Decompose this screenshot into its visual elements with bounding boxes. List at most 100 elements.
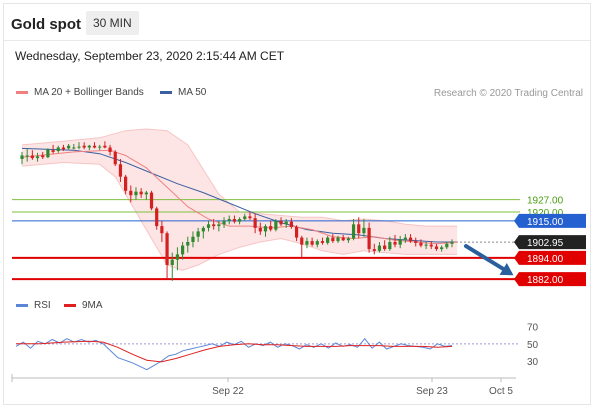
candle-body-23 [139,191,143,195]
legend-rsi-ma-label: 9MA [82,300,103,311]
candle-body-76 [414,241,418,243]
candle-body-75 [408,237,413,242]
candle-body-67 [367,227,371,250]
candle-body-14 [92,145,97,148]
candle-body-30 [175,254,180,260]
legend-ma20: MA 20 + Bollinger Bands [16,87,144,98]
timeframe-badge[interactable]: 30 MIN [86,11,139,35]
candle-body-54 [300,237,304,245]
candle-body-60 [331,237,335,242]
instrument-title: Gold spot [11,16,81,33]
candle-body-27 [160,226,164,234]
candle-body-80 [434,246,439,250]
candle-body-58 [320,241,325,243]
candle-body-62 [341,237,345,241]
candle-body-72 [393,242,397,245]
candle-body-56 [310,241,314,245]
level-tag-5 [514,272,586,287]
candle-body-45 [253,218,257,228]
time-axis: Sep 22 Sep 23 Oct 5 [11,374,516,397]
candle-body-82 [445,243,449,248]
candle-body-41 [232,219,237,222]
time-tick-label-2: Oct 5 [489,386,513,397]
candle-body-9 [67,145,71,149]
candle-body-49 [274,220,278,230]
candle-body-1 [25,155,29,157]
candle-body-39 [222,220,226,225]
candle-body-73 [398,239,402,245]
candle-body-35 [201,227,205,232]
candle-body-53 [294,226,299,238]
candle-body-51 [284,221,288,225]
rsi-swatch-icon [16,304,28,307]
candle-body-50 [279,220,283,225]
level-label-4: 1894.00 [527,254,564,265]
candle-body-24 [144,192,148,195]
candle-body-44 [248,216,252,219]
candle-body-7 [56,147,60,152]
legend-ma20-label: MA 20 + Bollinger Bands [34,87,144,98]
candle-body-21 [129,190,133,196]
rsi-ma-swatch-icon [64,304,76,307]
ma50-line [21,147,458,243]
candle-body-79 [429,244,433,247]
candle-body-65 [357,224,361,234]
legend-rsi: RSI [16,300,51,311]
candle-body-0 [20,155,24,159]
candle-body-16 [103,145,107,148]
candle-body-18 [113,151,117,165]
candle-body-34 [196,231,200,237]
candle-body-83 [450,242,454,244]
candle-body-4 [41,155,45,158]
candle-body-32 [186,242,190,246]
candle-body-46 [258,227,262,232]
candle-body-70 [383,245,387,250]
rsi-tick-label-1: 50 [527,340,539,351]
candle-body-74 [403,237,407,240]
chart-panel [3,3,591,405]
forecast-arrow-head [499,262,514,276]
candle-body-42 [237,219,242,222]
candle-body-52 [289,221,294,227]
time-tick-label-0: Sep 22 [212,386,244,397]
legend-ma50-label: MA 50 [178,87,207,98]
candle-body-55 [305,241,309,245]
level-label-3: 1902.95 [527,238,564,249]
candle-body-13 [87,145,91,148]
candle-body-81 [440,247,444,250]
level-label-5: 1882.00 [527,275,564,286]
candle-body-26 [155,208,159,227]
candle-body-5 [46,149,50,158]
candle-body-63 [346,238,350,241]
ma50-swatch-icon [160,91,172,94]
legend-ma50: MA 50 [160,87,206,98]
candle-body-69 [377,245,382,251]
candle-body-61 [336,237,340,242]
legend-rsi-label: RSI [34,300,51,311]
candle-body-37 [212,224,216,227]
candle-body-43 [243,216,247,220]
chart-datetime: Wednesday, September 23, 2020 2:15:44 AM… [15,49,285,63]
candle-body-48 [269,226,273,230]
level-label-2: 1915.00 [527,217,564,228]
candle-body-59 [326,237,330,243]
rsi-series-1 [16,340,453,363]
candle-body-2 [30,155,34,159]
candle-body-22 [134,191,138,196]
level-tag-2 [514,213,586,228]
bollinger-lower-line [21,161,458,271]
rsi-panel: 70 50 30 [15,323,539,371]
candle-body-12 [82,145,86,148]
candle-body-25 [149,192,154,209]
candle-body-3 [35,156,40,159]
candle-body-38 [217,224,221,227]
candle-body-40 [227,219,231,221]
time-tick-label-1: Sep 23 [416,386,448,397]
candle-body-36 [206,224,211,228]
rsi-tick-label-2: 30 [527,357,539,368]
legend-rsi-ma: 9MA [64,300,103,311]
candle-body-11 [77,146,81,148]
level-label-0: 1927.00 [527,196,564,207]
